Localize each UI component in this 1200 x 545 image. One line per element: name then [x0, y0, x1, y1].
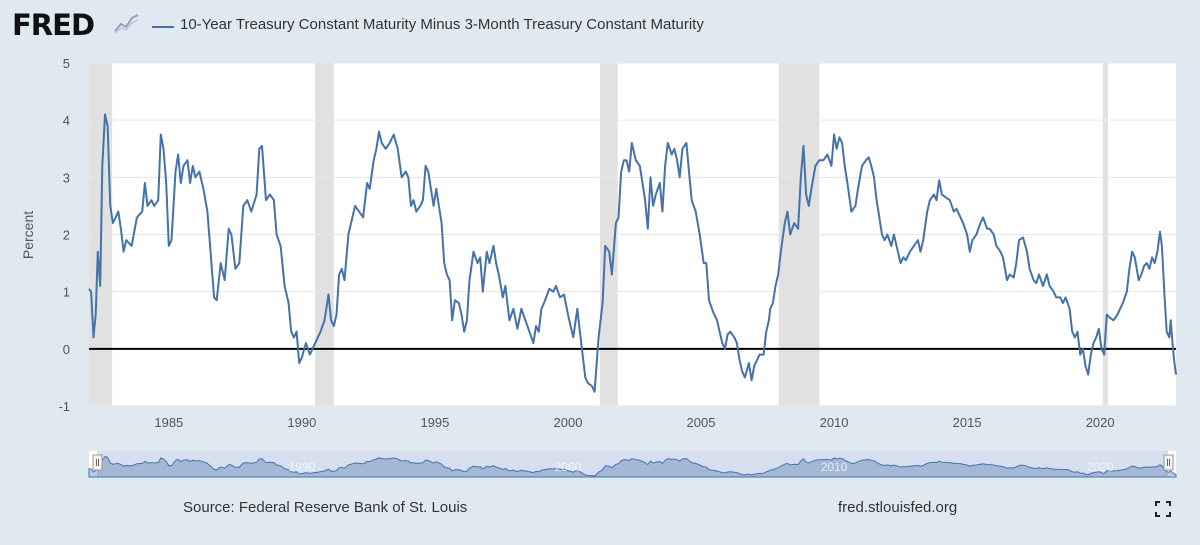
series-line — [88, 113, 1177, 393]
chart-area: -1 0 1 2 3 4 5 1985 1990 1995 2000 2005 2010 2015 202… — [20, 56, 1177, 478]
x-tick-label: 1985 — [154, 415, 183, 430]
x-tick-label: 2020 — [1086, 415, 1115, 430]
x-tick-label: 2010 — [820, 415, 849, 430]
navigator-label: 2010 — [821, 460, 848, 474]
fullscreen-icon[interactable] — [1155, 501, 1171, 517]
y-tick-label: 4 — [63, 113, 70, 128]
y-tick-label: 3 — [63, 170, 70, 185]
x-tick-label: 2015 — [953, 415, 982, 430]
y-tick-label: 5 — [63, 56, 70, 71]
x-axis-ticks: 1985 1990 1995 2000 2005 2010 2015 2020 — [154, 415, 1114, 430]
x-tick-label: 2005 — [687, 415, 716, 430]
x-tick-label: 1990 — [287, 415, 316, 430]
x-tick-label: 2000 — [554, 415, 583, 430]
y-axis-label: Percent — [20, 211, 36, 259]
navigator-label: 2020 — [1087, 460, 1114, 474]
chart-header: FRED 10-Year Treasury Constant Maturity … — [0, 0, 1200, 55]
y-tick-label: -1 — [58, 399, 70, 414]
navigator-labels: 1990 2000 2010 2020 — [289, 460, 1114, 474]
navigator-right-handle[interactable] — [1163, 454, 1174, 471]
fred-logo[interactable]: FRED — [12, 8, 95, 42]
navigator-series — [88, 456, 1177, 478]
legend-swatch — [152, 26, 174, 28]
navigator-label: 2000 — [555, 460, 582, 474]
navigator-left-handle[interactable] — [92, 454, 103, 471]
grid-lines — [89, 62, 1176, 407]
navigator-label: 1990 — [289, 460, 316, 474]
y-tick-label: 0 — [63, 342, 70, 357]
y-axis-ticks: -1 0 1 2 3 4 5 — [58, 56, 70, 414]
line-chart-icon — [114, 14, 139, 34]
y-tick-label: 2 — [63, 228, 70, 243]
navigator[interactable]: 1990 2000 2010 2020 — [88, 451, 1177, 478]
y-tick-label: 1 — [63, 285, 70, 300]
legend-label: 10-Year Treasury Constant Maturity Minus… — [180, 16, 704, 33]
site-url[interactable]: fred.stlouisfed.org — [838, 499, 958, 516]
x-tick-label: 1995 — [420, 415, 449, 430]
source-text: Source: Federal Reserve Bank of St. Loui… — [183, 499, 468, 516]
